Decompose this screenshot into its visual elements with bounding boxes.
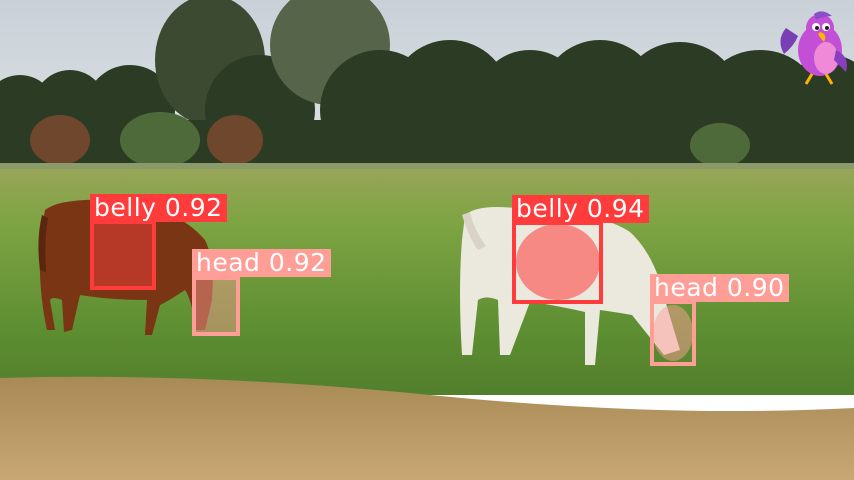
belly-label: belly 0.92 — [90, 194, 227, 222]
purple-parrot-icon — [780, 11, 847, 85]
head-mask-2 — [653, 305, 693, 361]
belly-label: belly 0.94 — [512, 195, 649, 223]
treeline — [0, 0, 854, 170]
belly-mask-1 — [92, 222, 154, 288]
belly-bounding-box — [90, 220, 156, 290]
head-label: head 0.92 — [192, 249, 331, 277]
head-bounding-box — [650, 300, 696, 366]
head-bounding-box — [192, 276, 240, 336]
brown-cow — [38, 199, 213, 335]
head-mask-1 — [194, 278, 238, 334]
belly-bounding-box — [512, 221, 603, 304]
head-label: head 0.90 — [650, 274, 789, 302]
belly-mask-2 — [516, 224, 600, 300]
